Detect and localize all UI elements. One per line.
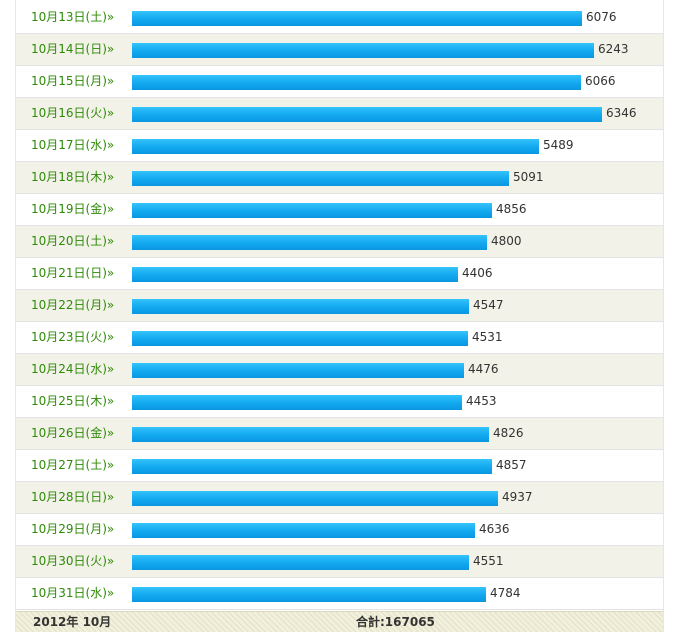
bar-value-label: 4937 (502, 490, 533, 504)
bar (132, 299, 469, 314)
bar (132, 75, 581, 90)
table-row: 10月30日(火)» 4551 (16, 546, 663, 578)
bar-value-label: 4551 (473, 554, 504, 568)
date-link[interactable]: 10月27日(土)» (31, 458, 115, 472)
date-link[interactable]: 10月26日(金)» (31, 426, 115, 440)
bar (132, 427, 489, 442)
bar (132, 235, 487, 250)
bar-value-label: 4800 (491, 234, 522, 248)
bar-value-label: 4636 (479, 522, 510, 536)
table-row: 10月23日(火)» 4531 (16, 322, 663, 354)
table-row: 10月31日(水)» 4784 (16, 578, 663, 610)
table-row: 10月28日(日)» 4937 (16, 482, 663, 514)
bar-value-label: 6066 (585, 74, 616, 88)
date-link[interactable]: 10月14日(日)» (31, 42, 115, 56)
daily-bar-chart: 10月13日(土)» 6076 10月14日(日)» 6243 10月15日(月)» 60… (16, 2, 663, 610)
bar-value-label: 4531 (472, 330, 503, 344)
bar-value-label: 5091 (513, 170, 544, 184)
bar-value-label: 4406 (462, 266, 493, 280)
bar-value-label: 5489 (543, 138, 574, 152)
date-link[interactable]: 10月31日(水)» (31, 586, 115, 600)
date-link[interactable]: 10月13日(土)» (31, 10, 115, 24)
date-link[interactable]: 10月24日(水)» (31, 362, 115, 376)
date-link[interactable]: 10月22日(月)» (31, 298, 115, 312)
bar (132, 267, 458, 282)
bar (132, 43, 594, 58)
date-link[interactable]: 10月16日(火)» (31, 106, 115, 120)
bar-value-label: 6243 (598, 42, 629, 56)
bar-value-label: 4476 (468, 362, 499, 376)
table-row: 10月19日(金)» 4856 (16, 194, 663, 226)
date-link[interactable]: 10月29日(月)» (31, 522, 115, 536)
bar-value-label: 4547 (473, 298, 504, 312)
bar (132, 523, 475, 538)
table-row: 10月18日(木)» 5091 (16, 162, 663, 194)
bar (132, 459, 492, 474)
chart-frame (15, 0, 664, 632)
bar-value-label: 4453 (466, 394, 497, 408)
bar (132, 139, 539, 154)
month-total: 合計:167065 (356, 615, 435, 629)
date-link[interactable]: 10月17日(水)» (31, 138, 115, 152)
date-link[interactable]: 10月15日(月)» (31, 74, 115, 88)
bar (132, 107, 602, 122)
table-row: 10月27日(土)» 4857 (16, 450, 663, 482)
table-row: 10月24日(水)» 4476 (16, 354, 663, 386)
bar (132, 331, 468, 346)
bar (132, 395, 462, 410)
table-row: 10月29日(月)» 4636 (16, 514, 663, 546)
bar (132, 363, 464, 378)
table-row: 10月14日(日)» 6243 (16, 34, 663, 66)
table-row: 10月25日(木)» 4453 (16, 386, 663, 418)
table-row: 10月17日(水)» 5489 (16, 130, 663, 162)
date-link[interactable]: 10月25日(木)» (31, 394, 115, 408)
table-row: 10月15日(月)» 6066 (16, 66, 663, 98)
month-summary-row: 2012年 10月 合計:167065 (16, 611, 663, 632)
date-link[interactable]: 10月30日(火)» (31, 554, 115, 568)
date-link[interactable]: 10月18日(木)» (31, 170, 115, 184)
bar (132, 11, 582, 26)
bar-value-label: 4857 (496, 458, 527, 472)
bar (132, 587, 486, 602)
month-label: 2012年 10月 (33, 615, 112, 629)
bar (132, 171, 509, 186)
date-link[interactable]: 10月21日(日)» (31, 266, 115, 280)
table-row: 10月13日(土)» 6076 (16, 2, 663, 34)
bar-value-label: 6076 (586, 10, 617, 24)
date-link[interactable]: 10月19日(金)» (31, 202, 115, 216)
table-row: 10月20日(土)» 4800 (16, 226, 663, 258)
table-row: 10月22日(月)» 4547 (16, 290, 663, 322)
bar-value-label: 4784 (490, 586, 521, 600)
date-link[interactable]: 10月20日(土)» (31, 234, 115, 248)
bar (132, 203, 492, 218)
bar (132, 491, 498, 506)
date-link[interactable]: 10月23日(火)» (31, 330, 115, 344)
bar-value-label: 4826 (493, 426, 524, 440)
date-link[interactable]: 10月28日(日)» (31, 490, 115, 504)
bar-value-label: 4856 (496, 202, 527, 216)
table-row: 10月26日(金)» 4826 (16, 418, 663, 450)
bar (132, 555, 469, 570)
table-row: 10月21日(日)» 4406 (16, 258, 663, 290)
table-row: 10月16日(火)» 6346 (16, 98, 663, 130)
bar-value-label: 6346 (606, 106, 637, 120)
